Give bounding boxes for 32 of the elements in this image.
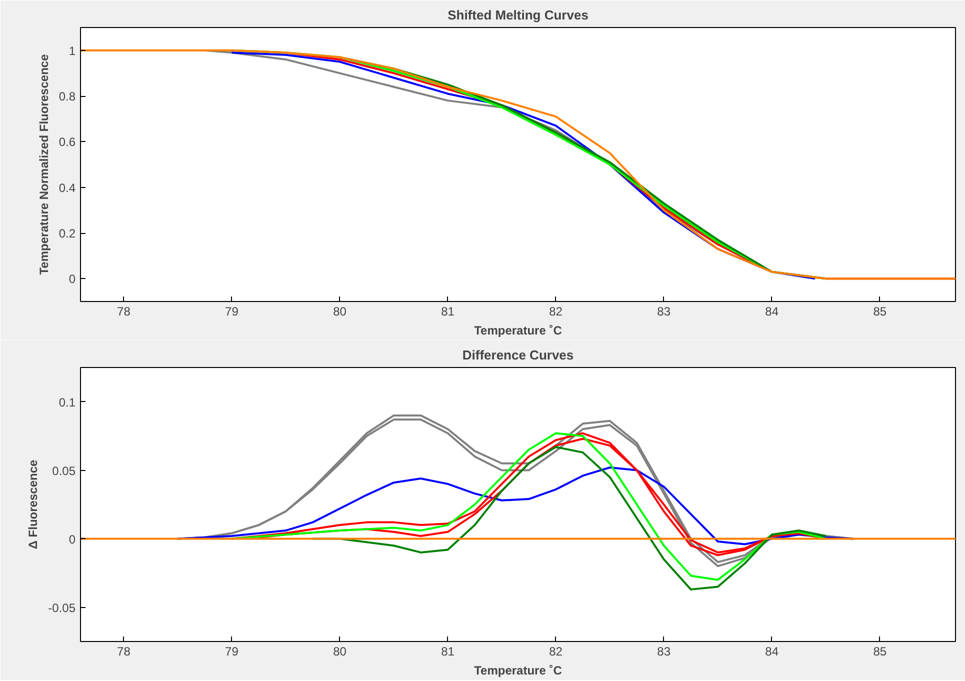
chart-title: Shifted Melting Curves bbox=[448, 8, 588, 22]
x-tick-label: 78 bbox=[117, 304, 131, 318]
x-tick-label: 79 bbox=[225, 304, 239, 318]
y-tick-label: 1 bbox=[68, 44, 76, 58]
x-tick-label: 85 bbox=[873, 644, 887, 658]
x-tick-label: 81 bbox=[441, 644, 455, 658]
x-axis-title: Temperature ˚C bbox=[474, 664, 562, 678]
y-axis-title: Δ Fluorescence bbox=[26, 460, 40, 550]
x-tick-label: 84 bbox=[765, 644, 779, 658]
y-tick-label: 0.8 bbox=[58, 90, 76, 104]
x-tick-label: 83 bbox=[657, 644, 671, 658]
x-tick-label: 79 bbox=[225, 644, 239, 658]
x-tick-label: 80 bbox=[333, 644, 347, 658]
x-tick-label: 80 bbox=[333, 304, 347, 318]
y-tick-label: 0 bbox=[68, 272, 76, 286]
y-tick-label: 0.6 bbox=[58, 135, 76, 150]
y-tick-label: 0.05 bbox=[52, 464, 76, 478]
y-axis-title: Temperature Normalized Fluorescence bbox=[36, 54, 51, 275]
y-tick-label: -0.05 bbox=[48, 600, 76, 615]
x-tick-label: 78 bbox=[117, 644, 131, 658]
y-tick-label: 0.4 bbox=[58, 180, 76, 195]
y-tick-label: 0.1 bbox=[58, 395, 76, 410]
x-axis-title: Temperature ˚C bbox=[474, 324, 562, 338]
y-tick-label: 0.2 bbox=[58, 226, 76, 240]
x-tick-label: 85 bbox=[873, 304, 887, 318]
x-tick-label: 82 bbox=[549, 304, 563, 318]
x-tick-label: 84 bbox=[765, 304, 779, 318]
x-tick-label: 83 bbox=[657, 304, 671, 318]
y-tick-label: 0 bbox=[68, 532, 76, 546]
x-tick-label: 81 bbox=[441, 304, 455, 318]
x-tick-label: 82 bbox=[549, 644, 563, 658]
chart-title: Difference Curves bbox=[462, 348, 574, 362]
